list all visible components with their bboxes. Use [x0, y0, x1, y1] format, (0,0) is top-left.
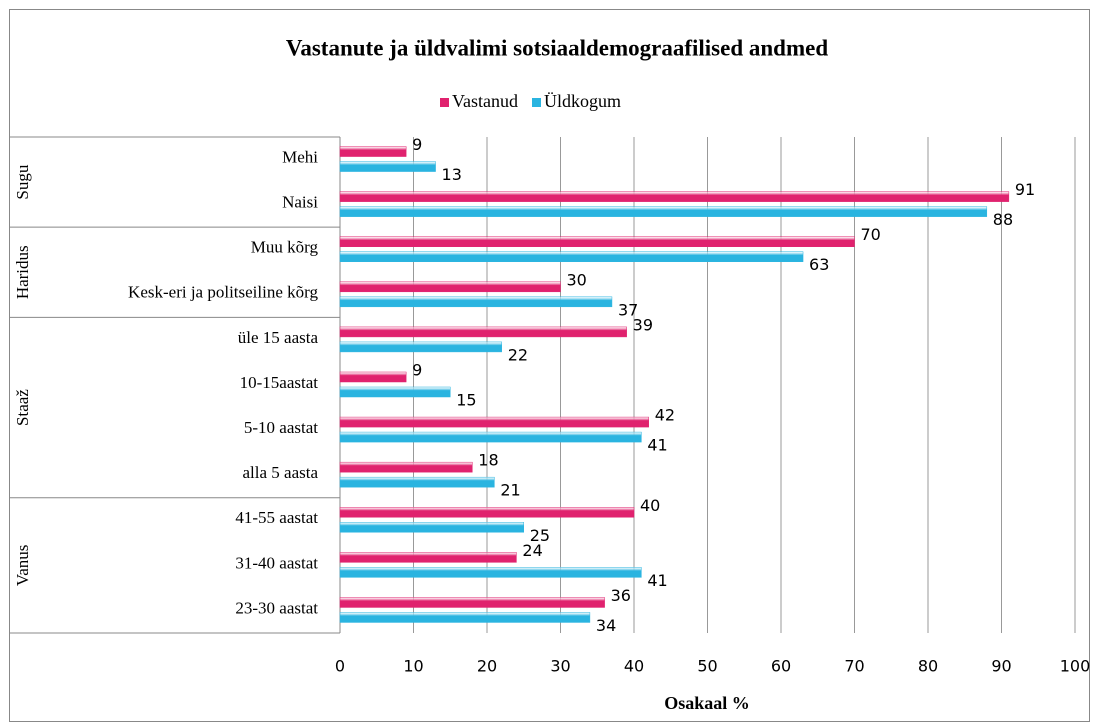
data-label: 37 [618, 300, 638, 319]
data-label: 41 [647, 436, 667, 455]
group-label: Vanus [13, 545, 32, 587]
bar [339, 146, 407, 157]
data-label: 22 [508, 345, 528, 364]
bar [339, 251, 804, 262]
y-tick-label: 10-15aastat [240, 373, 319, 392]
data-label: 9 [412, 361, 422, 380]
data-label: 91 [1015, 180, 1035, 199]
bar [339, 522, 524, 533]
x-tick-label: 50 [697, 657, 717, 676]
bar [339, 386, 451, 398]
data-label: 42 [655, 406, 675, 425]
bar [339, 552, 517, 563]
bar [339, 416, 649, 428]
legend-label: Üldkogum [544, 91, 621, 111]
data-label: 24 [522, 541, 542, 560]
x-tick-label: 0 [335, 657, 345, 676]
data-label: 15 [456, 391, 476, 410]
x-tick-label: 80 [918, 657, 938, 676]
bar [339, 281, 561, 293]
x-tick-label: 60 [771, 657, 791, 676]
bar [339, 326, 627, 338]
x-tick-label: 10 [403, 657, 423, 676]
y-tick-label: 31-40 aastat [235, 553, 318, 572]
data-label: 63 [809, 255, 829, 274]
bar [339, 206, 988, 217]
legend-swatch [532, 98, 541, 107]
y-tick-label: 23-30 aastat [235, 598, 318, 617]
data-label: 40 [640, 496, 660, 515]
bar [339, 371, 407, 383]
bar [339, 507, 635, 518]
bar [339, 296, 613, 308]
data-label: 21 [500, 481, 520, 500]
bar [339, 191, 1010, 202]
legend-label: Vastanud [452, 91, 518, 111]
data-label: 39 [633, 315, 653, 334]
bar [339, 612, 591, 623]
data-label: 70 [861, 225, 881, 244]
chart-title: Vastanute ja üldvalimi sotsiaaldemograaf… [286, 35, 828, 60]
x-tick-label: 70 [844, 657, 864, 676]
x-tick-label: 40 [624, 657, 644, 676]
group-label: Haridus [13, 245, 32, 299]
x-tick-label: 90 [991, 657, 1011, 676]
data-label: 13 [442, 165, 462, 184]
bar [339, 161, 436, 172]
data-label: 25 [530, 526, 550, 545]
data-label: 18 [478, 451, 498, 470]
data-label: 41 [647, 571, 667, 590]
group-label: Sugu [13, 164, 32, 199]
bar [339, 341, 502, 353]
x-axis-label: Osakaal % [664, 693, 750, 713]
bar [339, 461, 473, 473]
bar [339, 597, 605, 608]
y-tick-label: 5-10 aastat [244, 418, 318, 437]
y-tick-label: alla 5 aasta [242, 463, 318, 482]
y-tick-label: Kesk-eri ja politseiline kõrg [128, 283, 318, 302]
y-tick-label: üle 15 aasta [238, 328, 319, 347]
x-tick-label: 100 [1060, 657, 1091, 676]
data-label: 30 [567, 270, 587, 289]
y-tick-label: Muu kõrg [251, 238, 319, 257]
x-tick-label: 20 [477, 657, 497, 676]
bar [339, 476, 495, 488]
group-label: Staaž [13, 389, 32, 426]
x-tick-label: 30 [550, 657, 570, 676]
bar [339, 567, 642, 578]
y-tick-label: 41-55 aastat [235, 508, 318, 527]
data-label: 9 [412, 135, 422, 154]
data-label: 36 [611, 586, 631, 605]
bar [339, 431, 642, 443]
y-tick-label: Naisi [282, 193, 318, 212]
y-tick-label: Mehi [282, 147, 318, 166]
data-label: 34 [596, 616, 616, 635]
legend-swatch [440, 98, 449, 107]
data-label: 88 [993, 210, 1013, 229]
bar [339, 236, 855, 247]
